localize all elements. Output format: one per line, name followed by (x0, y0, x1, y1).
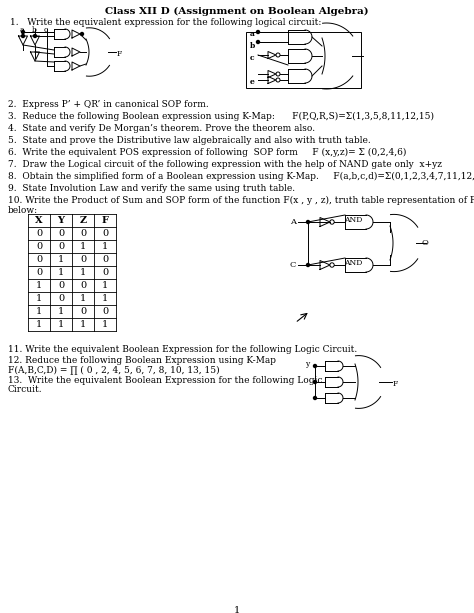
Text: F: F (117, 50, 122, 58)
Text: 0: 0 (102, 268, 108, 277)
Text: Class XII D (Assignment on Boolean Algebra): Class XII D (Assignment on Boolean Algeb… (105, 7, 369, 16)
Text: AND: AND (344, 259, 362, 267)
Circle shape (307, 221, 310, 224)
Text: 7.  Draw the Logical circuit of the following expression with the help of NAND g: 7. Draw the Logical circuit of the follo… (8, 160, 442, 169)
Text: 1: 1 (36, 281, 42, 290)
Text: 8.  Obtain the simplified form of a Boolean expression using K-Map.     F(a,b,c,: 8. Obtain the simplified form of a Boole… (8, 172, 474, 181)
Text: F(A,B,C,D) = ∏ ( 0 , 2, 4, 5, 6, 7, 8, 10, 13, 15): F(A,B,C,D) = ∏ ( 0 , 2, 4, 5, 6, 7, 8, 1… (8, 365, 219, 374)
Text: AND: AND (344, 216, 362, 224)
Text: 1: 1 (58, 307, 64, 316)
Text: c: c (44, 26, 48, 34)
Text: 6.  Write the equivalent POS expression of following  SOP form     F (x,y,z)= Σ : 6. Write the equivalent POS expression o… (8, 148, 406, 157)
Text: 1: 1 (102, 242, 108, 251)
Text: 1: 1 (58, 268, 64, 277)
Text: 3.  Reduce the following Boolean expression using K-Map:      F(P,Q,R,S)=Σ(1,3,5: 3. Reduce the following Boolean expressi… (8, 112, 434, 121)
Text: O: O (422, 239, 429, 247)
Circle shape (313, 397, 317, 400)
Text: X: X (35, 216, 43, 225)
Text: 1: 1 (36, 307, 42, 316)
Circle shape (313, 381, 317, 384)
Text: 0: 0 (80, 281, 86, 290)
Text: 10. Write the Product of Sum and SOP form of the function F(x , y , z), truth ta: 10. Write the Product of Sum and SOP for… (8, 196, 474, 205)
Text: e: e (250, 78, 255, 86)
Circle shape (21, 34, 25, 37)
Text: 0: 0 (58, 229, 64, 238)
Text: c: c (250, 54, 255, 62)
Text: 12. Reduce the following Boolean Expression using K-Map: 12. Reduce the following Boolean Express… (8, 356, 276, 365)
Text: 0: 0 (80, 255, 86, 264)
Circle shape (307, 264, 310, 267)
Text: 0: 0 (102, 255, 108, 264)
Text: 0: 0 (36, 242, 42, 251)
Text: b: b (32, 26, 37, 34)
Text: Z: Z (80, 216, 87, 225)
Text: 1: 1 (36, 320, 42, 329)
Text: C: C (290, 261, 296, 269)
Bar (246, 32, 361, 88)
Circle shape (313, 365, 317, 368)
Text: 1: 1 (102, 294, 108, 303)
Text: 0: 0 (36, 268, 42, 277)
Text: F: F (101, 216, 109, 225)
Text: below:: below: (8, 206, 38, 215)
Text: 1: 1 (58, 320, 64, 329)
Text: a: a (250, 30, 255, 38)
Text: 1: 1 (80, 268, 86, 277)
Text: Y: Y (57, 216, 64, 225)
Text: 1.   Write the equivalent expression for the following logical circuit:: 1. Write the equivalent expression for t… (10, 18, 321, 27)
Text: 9.  State Involution Law and verify the same using truth table.: 9. State Involution Law and verify the s… (8, 184, 295, 193)
Text: F: F (393, 380, 398, 388)
Text: 1: 1 (234, 606, 240, 613)
Text: 0: 0 (58, 242, 64, 251)
Text: 1: 1 (102, 281, 108, 290)
Text: 1: 1 (36, 294, 42, 303)
Text: A: A (290, 218, 296, 226)
Text: 0: 0 (80, 229, 86, 238)
Text: y: y (305, 360, 309, 368)
Text: 11. Write the equivalent Boolean Expression for the following Logic Circuit.: 11. Write the equivalent Boolean Express… (8, 345, 357, 354)
Text: 0: 0 (80, 307, 86, 316)
Text: 5.  State and prove the Distributive law algebraically and also with truth table: 5. State and prove the Distributive law … (8, 136, 371, 145)
Text: 1: 1 (102, 320, 108, 329)
Text: Circuit.: Circuit. (8, 385, 43, 394)
Circle shape (81, 32, 83, 36)
Text: 0: 0 (36, 255, 42, 264)
Text: 0: 0 (58, 281, 64, 290)
Circle shape (256, 31, 259, 34)
Text: 13.  Write the equivalent Boolean Expression for the following Logic: 13. Write the equivalent Boolean Express… (8, 376, 322, 385)
Text: 1: 1 (58, 255, 64, 264)
Text: 0: 0 (36, 229, 42, 238)
Text: a: a (20, 26, 25, 34)
Circle shape (21, 31, 25, 34)
Text: 1: 1 (80, 242, 86, 251)
Text: 1: 1 (80, 320, 86, 329)
Text: 1: 1 (80, 294, 86, 303)
Text: b: b (250, 42, 255, 50)
Text: 2.  Express P’ + QR’ in canonical SOP form.: 2. Express P’ + QR’ in canonical SOP for… (8, 100, 209, 109)
Circle shape (34, 34, 36, 37)
Circle shape (256, 40, 259, 44)
Text: 0: 0 (58, 294, 64, 303)
Text: 4.  State and verify De Morgan’s theorem. Prove the theorem also.: 4. State and verify De Morgan’s theorem.… (8, 124, 315, 133)
Text: 0: 0 (102, 229, 108, 238)
Text: 0: 0 (102, 307, 108, 316)
